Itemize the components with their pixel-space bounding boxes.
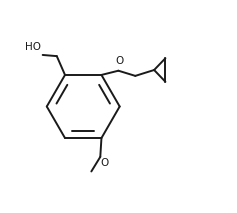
Text: O: O <box>115 56 123 66</box>
Text: HO: HO <box>25 42 41 52</box>
Text: O: O <box>100 158 109 168</box>
